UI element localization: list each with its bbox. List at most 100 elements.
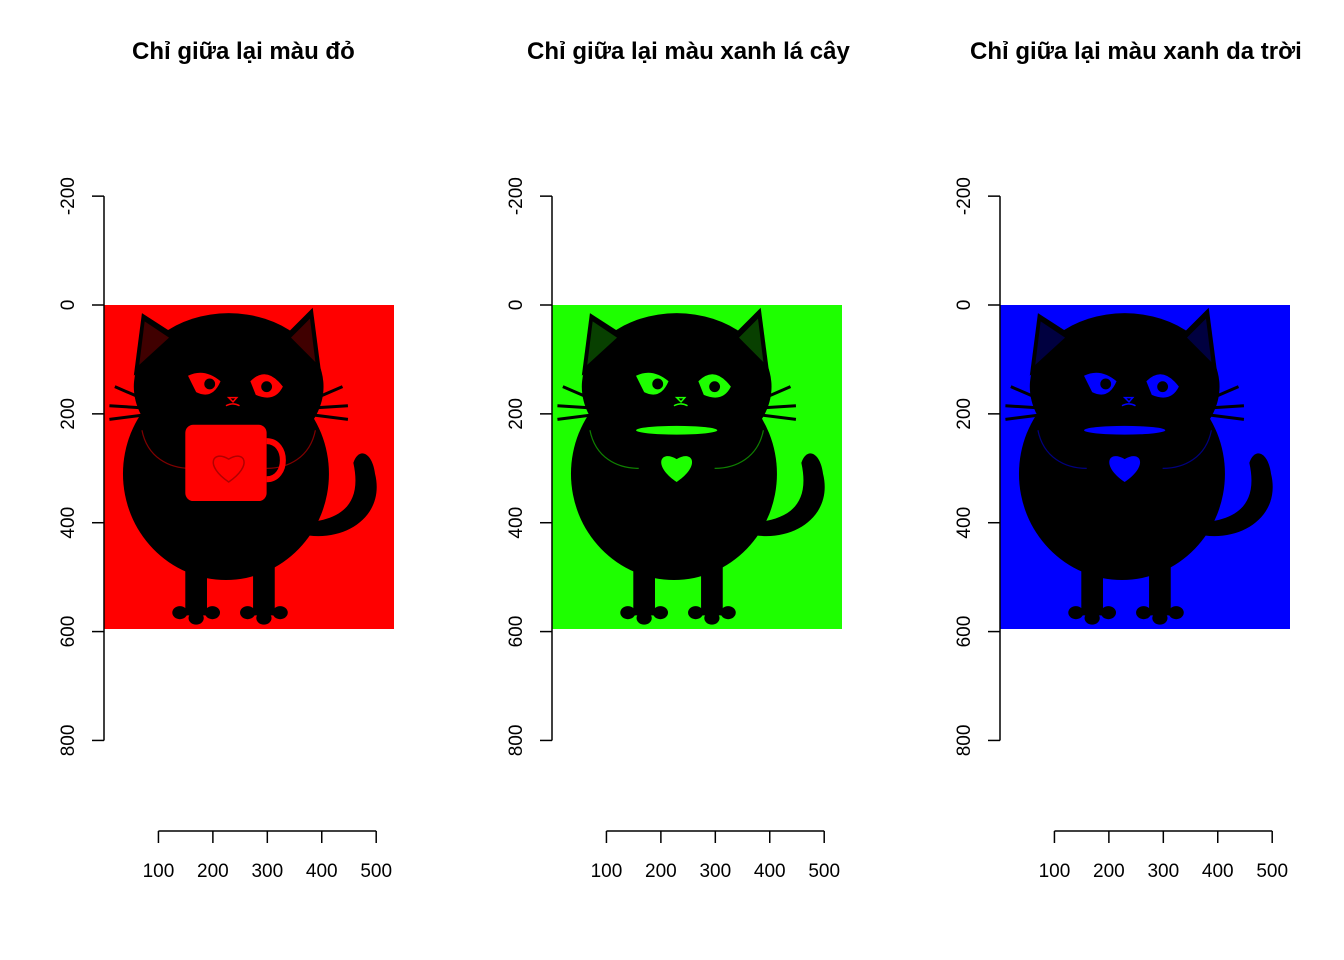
cat-whisker (1200, 404, 1245, 410)
cat-inner-ear-left (587, 321, 618, 365)
cat-paw (720, 606, 736, 620)
x-tick-label: 500 (808, 861, 840, 882)
cat-whisker (1200, 412, 1245, 421)
cat-paw (620, 606, 636, 620)
cat-leg-left (1081, 544, 1103, 616)
cat-paw (1168, 606, 1184, 620)
y-tick-label: 800 (58, 725, 79, 757)
image-content (1000, 305, 1290, 629)
cat-leg-left (185, 544, 207, 616)
cat-paw (1068, 606, 1084, 620)
cat-pupil-right (709, 381, 721, 393)
cat-pupil-left (204, 378, 216, 390)
cat-ear-right (1178, 307, 1217, 371)
heart (1109, 456, 1141, 482)
y-tick-label: 400 (506, 507, 527, 539)
cat-whisker (752, 404, 797, 410)
x-tick-label: 500 (360, 861, 392, 882)
chart-title: Chỉ giữa lại màu đỏ (132, 38, 355, 65)
cat-ear-right (730, 307, 769, 371)
cat-paw (240, 606, 256, 620)
cat-mouth (1121, 396, 1136, 407)
cat-ear-right (282, 307, 321, 371)
panel-green-channel: Chỉ giữa lại màu xanh lá cây -200 0 200 400… (448, 0, 896, 960)
cat-inner-ear-right (1187, 318, 1212, 363)
cat-arm-left (141, 430, 191, 469)
cat-paw (1084, 611, 1100, 625)
cat-paw (1136, 606, 1152, 620)
x-tick-label: 200 (645, 861, 677, 882)
x-tick-label: 200 (197, 861, 229, 882)
cat-whisker (752, 412, 797, 421)
y-tick-label: -200 (58, 177, 79, 215)
cat-tail (293, 453, 377, 537)
cat-mouth (673, 396, 688, 407)
x-tick-label: 400 (754, 861, 786, 882)
cat-arm-left (1037, 430, 1087, 469)
chart-title: Chỉ giữa lại màu xanh lá cây (527, 38, 850, 65)
cat-tail (1189, 453, 1273, 537)
cat-paw (272, 606, 288, 620)
x-tick-label: 300 (251, 861, 283, 882)
cat-inner-ear-left (139, 321, 170, 365)
cat-head (1029, 313, 1220, 461)
chart-plot: -200 0 200 400 600 800 100 200 300 400 500 (954, 177, 1290, 882)
cat-inner-ear-right (291, 318, 316, 363)
cat-leg-right (253, 544, 275, 616)
chart-plot: -200 0 200 400 600 800 100 200 300 400 500 (58, 177, 394, 882)
y-tick-label: 600 (954, 616, 975, 648)
mug-rim (1084, 425, 1166, 435)
cat-pupil-right (1157, 381, 1169, 393)
chart-title: Chỉ giữa lại màu xanh da trời (970, 38, 1302, 65)
cat-paw (688, 606, 704, 620)
heart (212, 455, 245, 483)
cat-paw (636, 611, 652, 625)
cat-head (133, 313, 324, 461)
cat-paw (256, 611, 272, 625)
cat-whisker (1010, 385, 1050, 405)
mug-rim (636, 425, 718, 435)
y-tick-label: 0 (506, 300, 527, 311)
image-content (104, 305, 394, 629)
cat-arm-right (1162, 430, 1212, 469)
cat-whisker (1199, 385, 1240, 405)
cat-arm-left (589, 430, 639, 469)
cat-whisker (304, 404, 349, 410)
x-tick-label: 400 (1202, 861, 1234, 882)
y-tick-label: 0 (954, 300, 975, 311)
y-tick-label: 0 (58, 300, 79, 311)
cat-pupil-right (261, 381, 273, 393)
cat-arm-right (266, 430, 316, 469)
y-tick-label: 200 (954, 398, 975, 430)
cat-inner-ear-right (739, 318, 764, 363)
x-tick-label: 100 (1039, 861, 1071, 882)
cat-paw (704, 611, 720, 625)
y-tick-label: 800 (954, 725, 975, 757)
cat-mouth (225, 396, 240, 407)
cat-whisker (562, 385, 602, 405)
chart-plot: -200 0 200 400 600 800 100 200 300 400 500 (506, 177, 842, 882)
x-tick-label: 200 (1093, 861, 1125, 882)
x-tick-label: 100 (591, 861, 623, 882)
x-tick-label: 100 (143, 861, 175, 882)
cat-whisker (303, 385, 344, 405)
cat-eye-left (636, 372, 669, 395)
cat-whisker (114, 385, 154, 405)
cat-paw (652, 606, 668, 620)
cat-paw (1152, 611, 1168, 625)
cat-whisker (109, 412, 153, 421)
y-tick-label: 200 (506, 398, 527, 430)
cat-ear-left (133, 313, 180, 376)
cat-leg-right (701, 544, 723, 616)
cat-arm-right (714, 430, 764, 469)
cat-ear-left (581, 313, 628, 376)
mug-handle (266, 438, 286, 483)
y-tick-label: 200 (58, 398, 79, 430)
x-tick-label: 300 (699, 861, 731, 882)
heart (661, 456, 693, 482)
cat-pupil-left (652, 378, 664, 390)
cat-tail (741, 453, 825, 537)
cat-whisker (751, 385, 792, 405)
cat-whisker (304, 412, 349, 421)
cat-eye-left (1084, 372, 1117, 395)
